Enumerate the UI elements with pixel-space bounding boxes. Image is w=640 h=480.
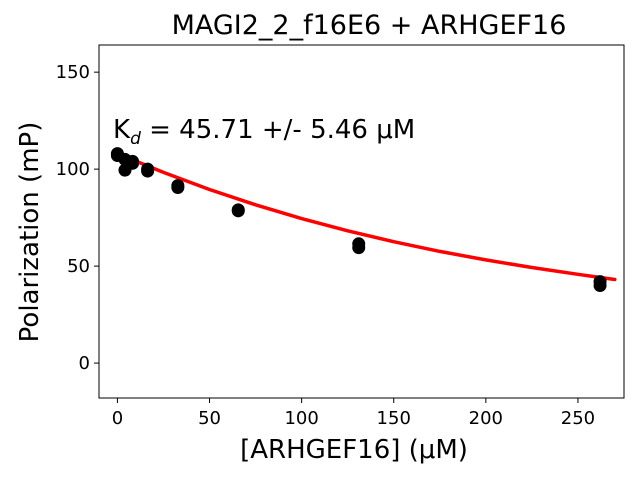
plot-frame [98,44,625,399]
data-point [171,181,185,195]
x-tick-label: 150 [377,408,411,429]
kd-annotation-text: = 45.71 +/- 5.46 μM [141,115,415,145]
y-tick-label: 150 [56,62,90,83]
kd-annotation-subscript: d [130,129,141,149]
data-point [231,204,245,218]
plot-area [98,44,625,399]
kd-annotation: Kd = 45.71 +/- 5.46 μM [113,115,415,149]
kd-annotation-prefix: K [113,115,131,145]
data-point [352,241,366,255]
fit-curve-layer [115,151,617,282]
x-tick-label: 50 [198,408,221,429]
chart-title: MAGI2_2_f16E6 + ARHGEF16 [172,10,567,41]
y-tick-label: 100 [56,159,90,180]
x-axis-label: [ARHGEF16] (μM) [240,435,468,465]
y-tick-label: 0 [79,353,90,374]
x-tick-label: 250 [561,408,595,429]
y-tick-label: 50 [67,256,90,277]
y-axis-label: Polarization (mP) [15,122,45,343]
data-point [126,156,140,170]
x-tick-label: 100 [284,408,318,429]
data-point [141,164,155,178]
x-tick-label: 0 [112,408,123,429]
fit-curve [115,151,617,282]
x-tick-label: 200 [469,408,503,429]
data-points-layer [110,147,607,293]
data-point [593,279,607,293]
axis-ticks: 0 50 100 150 200 250 0 50 100 150 [56,62,595,429]
